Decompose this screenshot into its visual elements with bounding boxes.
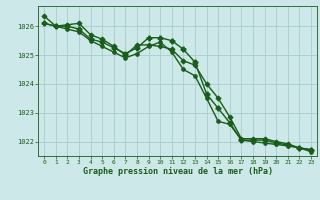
- X-axis label: Graphe pression niveau de la mer (hPa): Graphe pression niveau de la mer (hPa): [83, 167, 273, 176]
